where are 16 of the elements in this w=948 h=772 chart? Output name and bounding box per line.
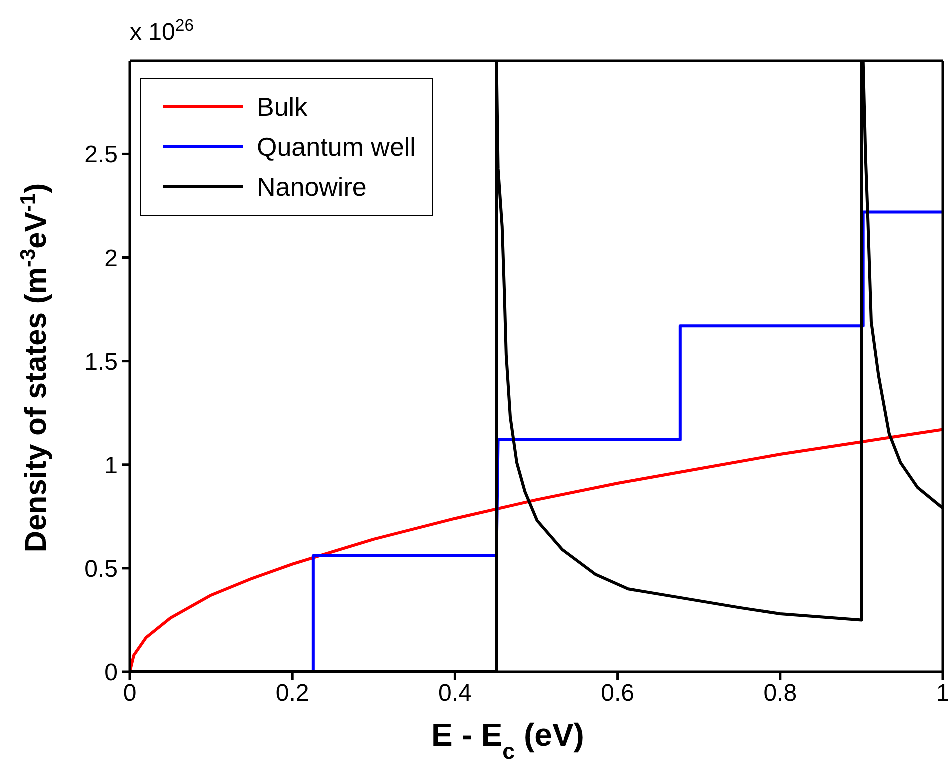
x-axis-title: E - E$_{c}$ (eV): [432, 717, 584, 764]
y-tick-label: 1.5: [84, 348, 118, 376]
x-tick-label: 0: [123, 680, 137, 708]
y-tick-label: 0.5: [84, 556, 118, 583]
legend-label: Nanowire: [257, 171, 367, 204]
y-tick-label: 1: [104, 452, 118, 480]
y-tick-label: 2: [104, 245, 118, 272]
text: x 10$^{26}$: [130, 16, 194, 46]
y-tick-label: 0: [104, 660, 118, 687]
x-tick-label: 0.2: [276, 680, 310, 708]
x-tick-label: 0.4: [438, 680, 472, 708]
x-tick-label: 0.6: [601, 680, 634, 708]
legend-label: Bulk: [257, 91, 308, 124]
x-tick-label: 0.8: [764, 680, 798, 708]
y-tick-label: 2.5: [84, 142, 118, 169]
legend-label: Quantum well: [257, 131, 416, 164]
